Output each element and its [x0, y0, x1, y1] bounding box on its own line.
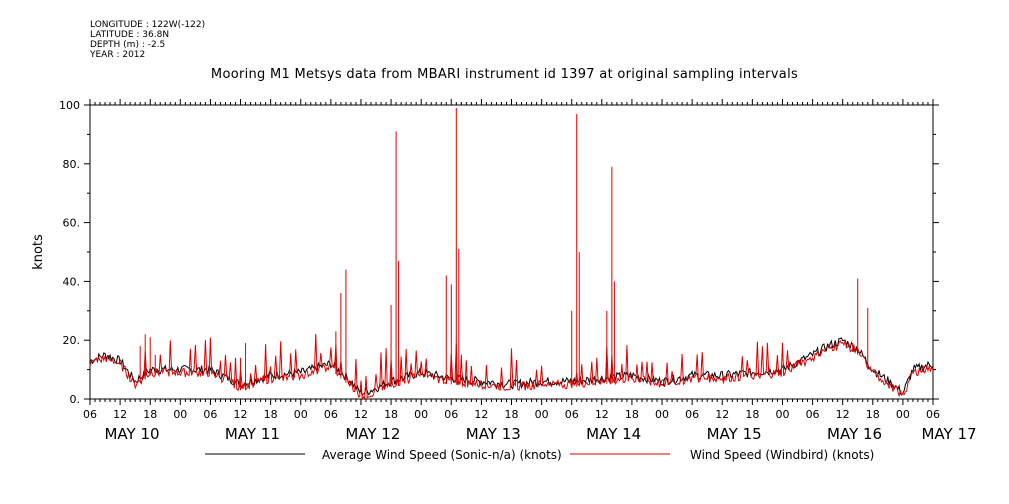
x-tick-label: 00	[173, 408, 187, 421]
y-tick-label: 0.	[70, 393, 81, 406]
x-tick-label: 18	[384, 408, 398, 421]
x-tick-label: 00	[294, 408, 308, 421]
x-tick-label: 00	[775, 408, 789, 421]
legend-label-average: Average Wind Speed (Sonic-n/a) (knots)	[322, 448, 562, 462]
x-tick-label: 18	[264, 408, 278, 421]
y-tick-label: 20.	[63, 334, 81, 347]
x-day-label: MAY 13	[466, 425, 521, 443]
x-tick-label: 12	[113, 408, 127, 421]
y-tick-label: 40.	[63, 275, 81, 288]
x-tick-label: 06	[324, 408, 338, 421]
y-axis-label: knots	[31, 234, 46, 270]
x-tick-label: 12	[595, 408, 609, 421]
x-tick-label: 06	[444, 408, 458, 421]
chart-title: Mooring M1 Metsys data from MBARI instru…	[210, 67, 799, 82]
x-tick-label: 06	[685, 408, 699, 421]
windbird-series	[89, 107, 934, 401]
latitude-label: LATITUDE : 36.8N	[90, 30, 170, 40]
x-day-label: MAY 14	[586, 425, 641, 443]
x-tick-label: 00	[414, 408, 428, 421]
axes: 0. 20. 40. 60. 80. 100 06 12 18 00 06 12 18 00 06 12 18 0…	[59, 99, 977, 443]
x-tick-label: 06	[83, 408, 97, 421]
x-tick-label: 18	[625, 408, 639, 421]
x-tick-label: 00	[655, 408, 669, 421]
x-tick-label: 12	[474, 408, 488, 421]
x-tick-label: 12	[836, 408, 850, 421]
x-tick-label: 00	[535, 408, 549, 421]
average-wind-line	[89, 337, 934, 397]
x-tick-label: 06	[565, 408, 579, 421]
x-day-label: MAY 17	[921, 425, 976, 443]
x-day-label: MAY 10	[104, 425, 159, 443]
x-tick-label: 06	[203, 408, 217, 421]
x-tick-label: 18	[745, 408, 759, 421]
longitude-label: LONGITUDE : 122W(-122)	[90, 20, 206, 30]
x-tick-label: 12	[234, 408, 248, 421]
y-tick-label: 80.	[63, 158, 81, 171]
x-day-label: MAY 15	[707, 425, 762, 443]
x-tick-label: 12	[354, 408, 368, 421]
windbird-line	[89, 333, 934, 401]
x-tick-label: 18	[866, 408, 880, 421]
x-day-label: MAY 11	[225, 425, 280, 443]
x-tick-label: 06	[926, 408, 940, 421]
x-day-label: MAY 16	[827, 425, 882, 443]
year-label: YEAR : 2012	[90, 50, 146, 60]
legend-label-windbird: Wind Speed (Windbird) (knots)	[690, 448, 874, 462]
station-metadata: LONGITUDE : 122W(-122) LATITUDE : 36.8N …	[90, 20, 205, 60]
average-wind-series	[89, 337, 934, 397]
x-tick-label: 18	[505, 408, 519, 421]
depth-label: DEPTH (m) : -2.5	[90, 40, 166, 50]
y-tick-label: 60.	[63, 217, 81, 230]
y-tick-label: 100	[59, 99, 80, 112]
x-tick-label: 18	[143, 408, 157, 421]
x-day-label: MAY 12	[345, 425, 400, 443]
x-tick-label: 12	[715, 408, 729, 421]
x-tick-label: 00	[896, 408, 910, 421]
x-tick-label: 06	[806, 408, 820, 421]
